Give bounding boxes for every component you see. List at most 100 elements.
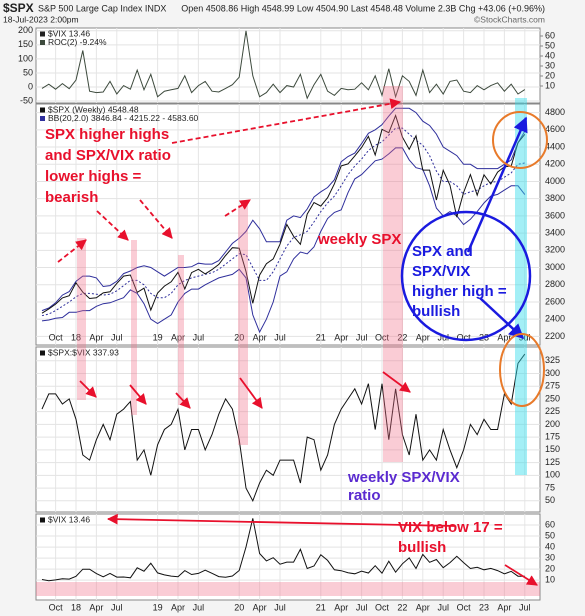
y-tick-label: 200 (545, 419, 560, 429)
y-tick-label: 30 (545, 552, 555, 562)
y-tick-label: 3200 (545, 245, 565, 255)
y-tick-label: 125 (545, 457, 560, 467)
y-tick-label: 200 (18, 25, 33, 35)
y-tick-label: 3600 (545, 210, 565, 220)
highlight-band (383, 86, 403, 462)
x-tick-label: Apr (416, 332, 430, 342)
panel (35, 346, 541, 513)
x-tick-label: 18 (71, 602, 81, 612)
x-tick-label: Jul (111, 332, 123, 342)
x-tick-label: Apr (497, 602, 511, 612)
x-tick-label: Jul (274, 332, 286, 342)
y2-tick-label: 30 (545, 60, 555, 70)
bollinger-middle (41, 127, 525, 317)
x-tick-label: Apr (253, 332, 267, 342)
x-tick-label: Oct (375, 602, 390, 612)
annotation: VIX below 17 = (398, 519, 503, 536)
x-tick-label: Oct (375, 332, 390, 342)
annotation: bearish (45, 189, 98, 206)
y-tick-label: 20 (545, 564, 555, 574)
y-tick-label: 175 (545, 432, 560, 442)
x-tick-label: Jul (437, 332, 449, 342)
arrow (479, 297, 525, 340)
x-tick-label: Jul (356, 332, 368, 342)
annotation: SPX and (412, 243, 473, 260)
y-tick-label: 250 (545, 393, 560, 403)
x-tick-label: 18 (71, 332, 81, 342)
x-tick-label: 23 (479, 602, 489, 612)
x-tick-label: Jul (193, 602, 205, 612)
y-tick-label: 2600 (545, 296, 565, 306)
x-tick-label: 20 (234, 332, 244, 342)
x-tick-label: Oct (457, 332, 472, 342)
x-tick-label: Jul (519, 602, 531, 612)
date: 18-Jul-2023 2:00pm (3, 14, 79, 24)
legend-swatch (40, 517, 45, 523)
y-tick-label: 60 (545, 519, 555, 529)
x-tick-label: Apr (171, 332, 185, 342)
x-tick-label: Jul (274, 602, 286, 612)
circle (492, 111, 548, 169)
y-tick-label: 100 (545, 470, 560, 480)
y-tick-label: 150 (18, 39, 33, 49)
symbol: $SPX (3, 1, 34, 15)
annotation: lower highs = (45, 168, 142, 185)
arrow (171, 98, 402, 144)
x-tick-label: Jul (519, 332, 531, 342)
x-tick-label: Jul (437, 602, 449, 612)
x-tick-label: Apr (497, 332, 511, 342)
y-tick-label: 75 (545, 482, 555, 492)
y-tick-label: 2200 (545, 331, 565, 341)
bollinger-upper (41, 107, 526, 312)
x-tick-label: Apr (253, 602, 267, 612)
annotation: bullish (412, 303, 460, 320)
annotation: SPX higher highs (45, 126, 169, 143)
arrow (175, 392, 191, 409)
x-tick-label: Oct (49, 602, 64, 612)
x-tick-label: 20 (234, 602, 244, 612)
arrow (466, 116, 528, 253)
y-tick-label: 4400 (545, 141, 565, 151)
annotation: weekly SPX/VIX (347, 469, 460, 486)
x-tick-label: Jul (356, 602, 368, 612)
highlight-band (515, 98, 527, 475)
annotation: higher high = (412, 283, 507, 300)
y-tick-label: -50 (20, 95, 33, 105)
arrows (57, 98, 402, 263)
highlight-band (131, 240, 137, 415)
y-tick-label: 2800 (545, 279, 565, 289)
legend-swatch (40, 116, 45, 121)
x-tick-label: Apr (334, 602, 348, 612)
arrow (504, 564, 538, 586)
x-tick-label: 22 (397, 602, 407, 612)
y-tick-label: 325 (545, 355, 560, 365)
arrow (96, 210, 129, 241)
annotation: ratio (348, 487, 381, 504)
x-tick-label: 19 (153, 332, 163, 342)
y-tick-label: 3400 (545, 227, 565, 237)
highlight-bands (36, 86, 540, 596)
annotation: weekly SPX (317, 231, 401, 248)
highlight-band (36, 582, 540, 596)
y-tick-label: 300 (545, 368, 560, 378)
x-tick-label: Jul (111, 602, 123, 612)
highlight-band (238, 205, 248, 445)
y-tick-label: 100 (18, 53, 33, 63)
arrow (224, 199, 251, 217)
x-tick-label: 21 (316, 602, 326, 612)
x-tick-label: Apr (89, 602, 103, 612)
y-tick-label: 0 (28, 81, 33, 91)
y-tick-label: 4800 (545, 107, 565, 117)
legend-label: $VIX 13.46 (48, 514, 90, 524)
y2-tick-label: 20 (545, 70, 555, 80)
arrow (382, 371, 411, 393)
watermark: ©StockCharts.com (474, 14, 545, 24)
highlight-band (77, 238, 86, 400)
legend-swatch (40, 350, 45, 356)
annotation: and SPX/VIX ratio (45, 147, 171, 164)
x-tick-label: Oct (49, 332, 64, 342)
x-tick-label: 19 (153, 602, 163, 612)
highlight-band (178, 255, 184, 405)
y-tick-label: 3000 (545, 262, 565, 272)
series-line (41, 114, 526, 314)
